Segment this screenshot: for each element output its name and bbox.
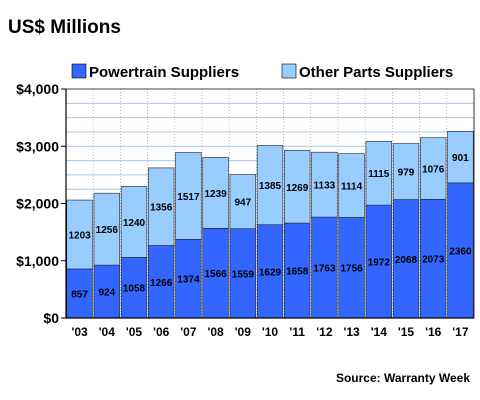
bar-other-parts [175,152,202,240]
bar-powertrain [120,257,148,319]
data-label-other-parts: 1517 [177,192,200,203]
chart-title: US$ Millions [8,17,121,38]
bar-other-parts [93,192,120,266]
data-label-powertrain: 857 [71,289,88,300]
bar-powertrain [148,245,175,319]
bar-other-parts [148,167,175,246]
data-label-powertrain: 2073 [422,255,445,266]
data-label-other-parts: 1133 [314,181,336,192]
data-label-other-parts: 1356 [150,203,173,214]
data-label-powertrain: 2068 [395,255,418,266]
bar-other-parts [420,137,447,200]
bar-other-parts [66,199,93,270]
data-label-powertrain: 1629 [259,267,282,278]
bar-powertrain [420,199,447,319]
data-label-other-parts: 1203 [68,231,91,242]
legend-label-other-parts: Other Parts Suppliers [299,64,453,81]
data-label-other-parts: 1114 [341,182,363,193]
bar-other-parts [256,145,284,226]
y-tick-label: $3,000 [16,138,59,154]
bar-powertrain [229,228,256,319]
plot-area: 857 1203 '03 924 1256 '04 1058 1240 '05 1266 1356 '… [16,81,475,339]
bar-other-parts [311,151,338,218]
bar-other-parts [284,150,311,224]
legend-swatch-other-parts [281,63,297,79]
legend-label-powertrain: Powertrain Suppliers [89,64,239,81]
x-tick-label: '11 [289,325,305,339]
bar-other-parts [447,131,474,184]
x-tick-label: '14 [371,325,388,339]
y-tick-label: $1,000 [16,253,59,269]
x-tick-label: '10 [262,325,279,339]
x-tick-label: '09 [235,325,252,339]
data-label-other-parts: 1115 [368,169,390,180]
bar-powertrain [284,222,311,319]
data-label-powertrain: 1058 [123,284,146,295]
data-label-other-parts: 1269 [286,183,309,194]
x-tick-label: '04 [99,325,116,339]
x-tick-label: '07 [180,325,197,339]
data-label-other-parts: 1240 [123,218,146,229]
bar-other-parts [338,153,365,218]
data-label-powertrain: 1658 [286,267,309,278]
x-tick-label: '05 [126,325,143,339]
bar-other-parts [202,157,229,229]
x-tick-label: '06 [153,325,170,339]
x-tick-label: '15 [398,325,415,339]
data-label-powertrain: 1763 [313,264,336,275]
bar-powertrain [338,217,365,319]
data-label-powertrain: 1559 [232,269,255,280]
data-label-other-parts: 1239 [204,189,227,200]
bar-powertrain [93,264,120,319]
x-tick-label: '13 [343,325,360,339]
data-label-powertrain: 2360 [449,246,472,257]
bar-other-parts [120,186,148,258]
x-tick-label: '12 [316,325,333,339]
bar-powertrain [392,199,420,319]
data-label-powertrain: 1374 [177,275,200,286]
x-tick-label: '08 [207,325,224,339]
legend-swatch-powertrain [71,63,87,79]
data-label-other-parts: 947 [234,198,251,209]
bar-powertrain [365,204,392,319]
y-tick-label: $2,000 [16,196,59,212]
bar-other-parts [229,174,256,230]
x-tick-label: '03 [71,325,88,339]
y-tick-label: $0 [43,310,59,326]
data-label-powertrain: 1972 [368,258,391,269]
data-label-other-parts: 1076 [422,165,445,176]
y-tick-label: $4,000 [16,81,59,97]
source-note: Source: Warranty Week [336,371,470,385]
data-label-other-parts: 901 [452,153,469,164]
x-tick-label: '17 [452,325,469,339]
data-label-powertrain: 924 [98,288,115,299]
data-label-other-parts: 1385 [259,181,282,192]
bar-other-parts [365,140,392,206]
x-tick-label: '16 [425,325,442,339]
data-label-powertrain: 1266 [150,278,173,289]
bar-powertrain [66,268,93,319]
bar-other-parts [392,143,420,200]
data-label-other-parts: 979 [398,168,415,179]
bar-powertrain [175,239,202,319]
data-label-other-parts: 1256 [96,225,119,236]
data-label-powertrain: 1566 [204,269,227,280]
data-label-powertrain: 1756 [340,264,363,275]
